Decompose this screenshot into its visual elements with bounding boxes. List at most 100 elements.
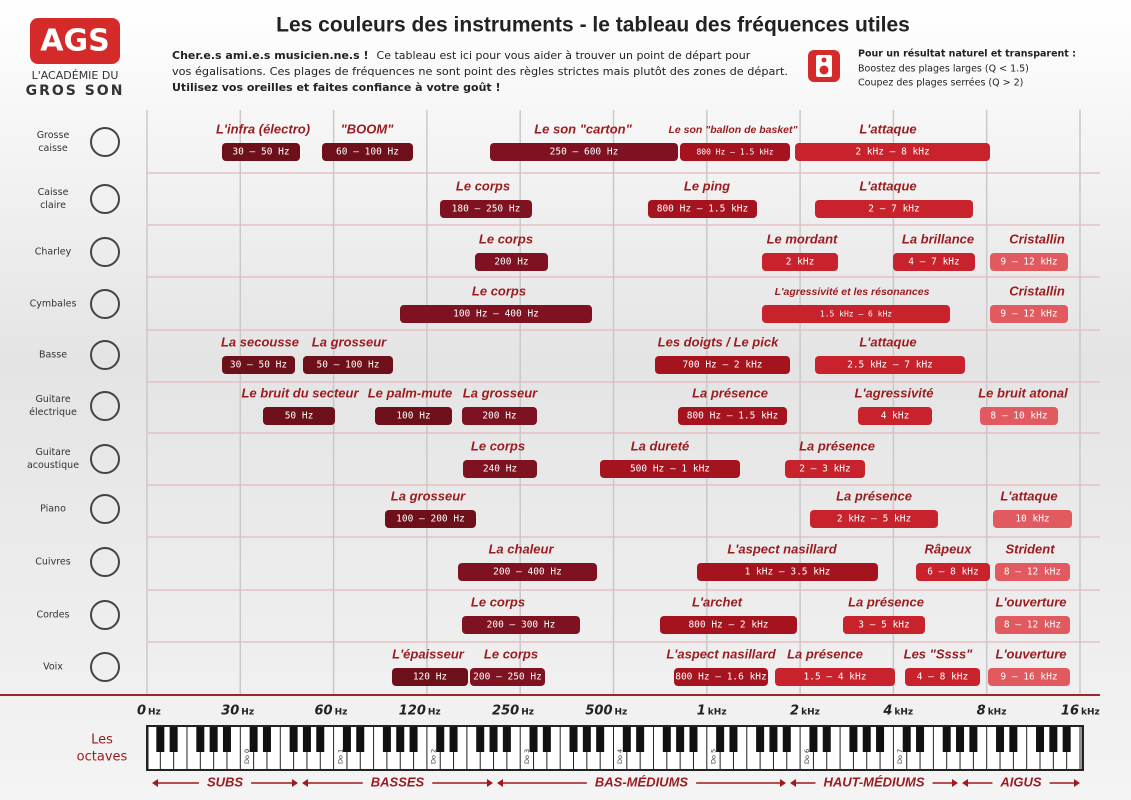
band-label: La présence: [848, 594, 924, 609]
band-label: L'attaque: [859, 178, 916, 193]
band-bar: [843, 616, 925, 634]
instrument-name: Charley: [35, 247, 72, 258]
band-bar: [385, 510, 476, 528]
octave-key: Do 6: [803, 749, 811, 764]
icon-shape: [90, 391, 120, 421]
instrument-icon: [90, 547, 120, 577]
band-label: La secousse: [221, 334, 299, 349]
band-bar: [785, 460, 865, 478]
black-key: [222, 727, 231, 752]
band-range: 9 – 12 kHz: [1000, 309, 1057, 320]
black-key: [169, 727, 178, 752]
band-range: 200 – 400 Hz: [493, 567, 562, 578]
band-label: Râpeux: [925, 541, 973, 556]
instrument-icon: [90, 289, 120, 319]
band-label: Les "Ssss": [904, 646, 974, 661]
band-bar: [775, 668, 895, 686]
band-label: Strident: [1005, 541, 1055, 556]
zone-label: HAUT-MÉDIUMS: [823, 774, 924, 789]
band-bar: [762, 305, 950, 323]
band-label: Le ping: [684, 178, 730, 193]
band-range: 100 Hz: [396, 411, 430, 422]
icon-shape: [90, 127, 120, 157]
instrument-icon: [90, 184, 120, 214]
black-key: [662, 727, 671, 752]
band-range: 800 Hz – 1.6 kHz: [675, 672, 767, 683]
band-bar: [988, 668, 1070, 686]
band-label: L'agressivité et les résonances: [775, 286, 930, 298]
band-range: 9 – 12 kHz: [1000, 257, 1057, 268]
black-key: [356, 727, 365, 752]
band-bar: [815, 200, 973, 218]
title: Les couleurs des instruments - le tablea…: [276, 14, 910, 37]
band-bar: [263, 407, 335, 425]
axis-value: 8: [977, 704, 986, 719]
band-label: Cristallin: [1009, 231, 1065, 246]
zone-label: SUBS: [207, 774, 243, 789]
band-range: 8 – 12 kHz: [1004, 567, 1061, 578]
instrument-name: Grosse: [37, 130, 70, 141]
logo-line: L'ACADÉMIE DU: [32, 69, 119, 82]
black-key: [729, 727, 738, 752]
band-label: La dureté: [631, 438, 690, 453]
logo-line: GROS SON: [26, 83, 125, 99]
instrument-icon: [90, 600, 120, 630]
band-label: La brillance: [902, 231, 974, 246]
band-range: 6 – 8 kHz: [927, 567, 978, 578]
band-label: Le mordant: [767, 231, 838, 246]
black-key: [876, 727, 885, 752]
band-range: 1 kHz – 3.5 kHz: [745, 567, 831, 578]
axis-unit: Hz: [335, 708, 348, 718]
black-key: [849, 727, 858, 752]
black-key: [569, 727, 578, 752]
axis-unit: kHz: [894, 708, 913, 718]
band-bar: [440, 200, 532, 218]
band-bar: [678, 407, 787, 425]
black-key: [502, 727, 511, 752]
black-key: [916, 727, 925, 752]
black-key: [1062, 727, 1071, 752]
band-range: 2 kHz – 5 kHz: [837, 514, 911, 525]
black-key: [596, 727, 605, 752]
black-key: [476, 727, 485, 752]
band-label: L'ouverture: [996, 594, 1067, 609]
black-key: [822, 727, 831, 752]
band-label: L'attaque: [1000, 488, 1057, 503]
band-label: La présence: [799, 438, 875, 453]
black-key: [289, 727, 298, 752]
band-label: La présence: [787, 646, 863, 661]
black-key: [542, 727, 551, 752]
axis-unit: Hz: [241, 708, 254, 718]
band-label: L'attaque: [859, 334, 916, 349]
band-label: Le palm-mute: [368, 385, 453, 400]
octaves-label: octaves: [77, 750, 128, 765]
band-bar: [490, 143, 678, 161]
black-key: [382, 727, 391, 752]
band-bar: [995, 563, 1070, 581]
band-bar: [680, 143, 790, 161]
band-range: 800 Hz – 1.5 kHz: [687, 411, 779, 422]
axis-area: 0 Hz 30 Hz 60 Hz 120 Hz 250 Hz 500 Hz 1 kHz 2 kHz 4 kHz 8 k…: [77, 704, 1100, 790]
band-range: 4 – 7 kHz: [908, 257, 959, 268]
axis-unit: kHz: [1081, 708, 1100, 718]
axis-value: 16: [1061, 704, 1079, 719]
band-label: Le son "carton": [534, 121, 632, 136]
band-label: La présence: [692, 385, 768, 400]
band-range: 700 Hz – 2 kHz: [682, 360, 762, 371]
black-key: [396, 727, 405, 752]
octave-key: Do 1: [336, 749, 344, 764]
icon-shape: [90, 547, 120, 577]
white-key: [1080, 727, 1082, 769]
band-bar: [697, 563, 878, 581]
icon-shape: [90, 340, 120, 370]
band-label: L'attaque: [859, 121, 916, 136]
band-range: 100 – 200 Hz: [396, 514, 465, 525]
band-range: 10 kHz: [1015, 514, 1049, 525]
instrument-icon: [90, 127, 120, 157]
black-key: [769, 727, 778, 752]
band-range: 200 Hz: [482, 411, 516, 422]
instrument-icon: [90, 391, 120, 421]
icon-shape: [90, 600, 120, 630]
icon-shape: [90, 494, 120, 524]
